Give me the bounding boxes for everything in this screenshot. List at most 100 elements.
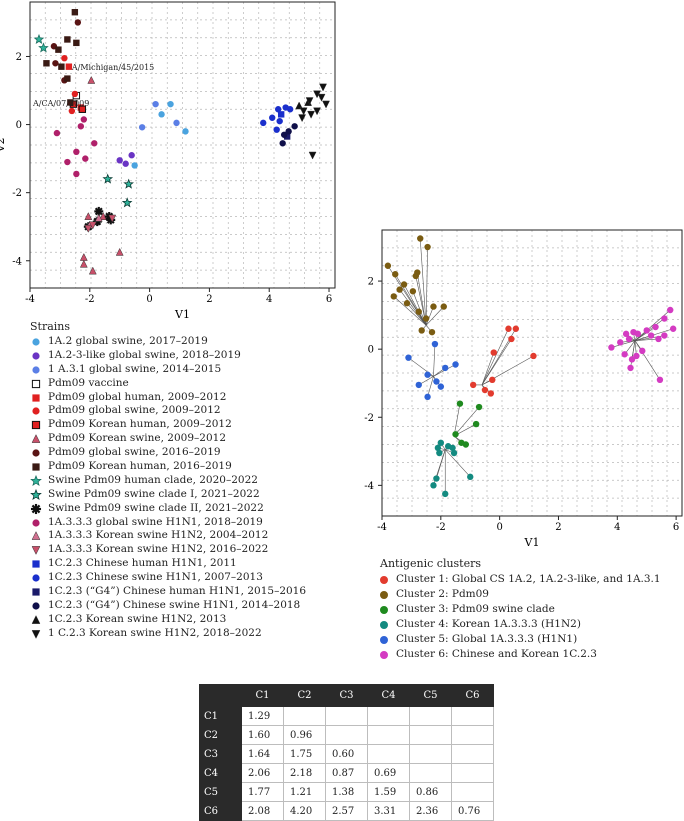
strain-point xyxy=(94,213,103,222)
clusters-legend-item: Cluster 2: Pdm09 xyxy=(380,587,661,602)
strain-point xyxy=(307,110,316,119)
strain-point xyxy=(71,9,79,16)
cluster-point xyxy=(508,335,515,343)
cluster-point xyxy=(452,361,459,368)
plot1-xtick-label: 2 xyxy=(206,294,212,305)
strain-point xyxy=(131,162,138,169)
legend-marker xyxy=(31,531,41,541)
plot2-frame xyxy=(381,229,683,517)
cluster-link xyxy=(453,403,461,437)
cluster-point xyxy=(384,262,392,269)
strains-legend-label: Pdm09 vaccine xyxy=(48,376,129,389)
legend-marker xyxy=(31,546,41,556)
legend-marker-icon xyxy=(32,560,40,568)
cluster-point xyxy=(643,327,650,334)
strains-legend-item: 1C.2.3 (“G4”) Chinese swine H1N1, 2014–2… xyxy=(30,599,306,613)
table-cell: 2.18 xyxy=(283,763,326,783)
strains-legend-label: 1 C.2.3 Korean swine H1N2, 2018–2022 xyxy=(48,626,262,639)
legend-marker-icon xyxy=(30,503,42,514)
plot2-points xyxy=(384,235,677,498)
plot1-xlabel: V1 xyxy=(174,308,190,320)
plot2-xtick-label: 4 xyxy=(614,522,620,533)
strain-point xyxy=(88,266,97,275)
legend-marker xyxy=(32,463,40,471)
table-row: C5 1.77 1.21 1.38 1.59 0.86 xyxy=(199,782,494,802)
plot2-xtick-label: 0 xyxy=(496,522,502,533)
strains-legend-label: 1A.3.3.3 Korean swine H1N2, 2016–2022 xyxy=(48,543,269,556)
clusters-legend-item: Cluster 6: Chinese and Korean 1C.2.3 xyxy=(380,647,661,662)
legend-marker-icon xyxy=(32,352,40,360)
cluster-link xyxy=(481,328,509,386)
cluster-point xyxy=(639,347,646,355)
table-row-header: C1 xyxy=(199,706,242,726)
cluster-point xyxy=(625,335,633,343)
strain-point xyxy=(317,93,326,102)
strain-point xyxy=(128,152,135,159)
strain-point xyxy=(298,114,307,123)
cluster-point xyxy=(647,332,655,339)
plot1-frame xyxy=(29,1,336,289)
table-cell xyxy=(409,725,452,745)
strain-point xyxy=(295,101,304,110)
table-cell: 0.60 xyxy=(325,744,368,764)
strains-legend-item: 1A.3.3.3 Korean swine H1N2, 2016–2022 xyxy=(30,543,306,557)
plot2-ytick-label: 0 xyxy=(368,345,374,356)
legend-marker-icon xyxy=(31,629,41,639)
cluster-point xyxy=(652,323,659,331)
table-cell xyxy=(367,744,410,764)
cluster-point xyxy=(452,431,459,438)
plot2-xtick-label: -4 xyxy=(377,522,387,533)
table-cell xyxy=(451,725,494,745)
legend-marker xyxy=(32,602,40,610)
strains-legend-label: 1C.2.3 (“G4”) Chinese swine H1N1, 2014–2… xyxy=(48,598,301,611)
strain-point xyxy=(279,140,286,147)
table-header-cell: C2 xyxy=(283,684,326,707)
table-cell: 1.59 xyxy=(367,782,410,802)
strain-point xyxy=(283,133,291,140)
strains-legend-label: Swine Pdm09 human clade, 2020–2022 xyxy=(48,473,258,486)
clusters-legend-label: Cluster 3: Pdm09 swine clade xyxy=(396,603,555,615)
cluster-link xyxy=(481,338,512,386)
table-header-cell xyxy=(199,684,242,707)
table-cell xyxy=(367,725,410,745)
strains-legend-item: 1 C.2.3 Korean swine H1N2, 2018–2022 xyxy=(30,627,306,641)
strains-legend-label: 1A.3.3.3 Korean swine H1N2, 2004–2012 xyxy=(48,529,269,542)
plot1-annotation: A/Michigan/45/2015 xyxy=(71,63,154,72)
cluster-point xyxy=(669,325,677,332)
plot2-xtick-label: 6 xyxy=(673,522,679,533)
strains-legend-item: Pdm09 Korean swine, 2009–2012 xyxy=(30,432,306,446)
cluster-link xyxy=(481,352,495,386)
table-cell xyxy=(409,706,452,726)
cluster-link xyxy=(611,340,636,348)
table-cell: 1.77 xyxy=(241,782,284,802)
table-cell xyxy=(325,725,368,745)
plot1-ytick-label: -2 xyxy=(12,188,22,199)
strain-point xyxy=(285,128,292,135)
cluster-point xyxy=(422,315,430,322)
legend-marker xyxy=(32,518,40,527)
plot2-xlabel: V1 xyxy=(524,536,540,549)
legend-marker xyxy=(32,407,40,415)
cluster-point xyxy=(661,315,668,322)
table-cell: 1.64 xyxy=(241,744,284,764)
cluster-link xyxy=(425,306,444,326)
strains-legend-item: Pdm09 global swine, 2016–2019 xyxy=(30,446,306,460)
cluster-point xyxy=(490,349,497,356)
strains-legend-title: Strains xyxy=(30,320,71,333)
table-row-header: C5 xyxy=(199,782,242,802)
cluster-distance-table: C1 C2 C3 C4 C5 C6 C1 1.29 C2 1.60 0.96 C3 1.64 1.75 0… xyxy=(199,684,494,821)
cluster-point xyxy=(400,281,408,288)
legend-marker-icon xyxy=(32,574,40,582)
clusters-legend-item: Cluster 1: Global CS 1A.2, 1A.2-3-like, … xyxy=(380,572,661,587)
legend-dot-icon xyxy=(380,650,388,659)
strain-point xyxy=(305,97,314,106)
clusters-legend-label: Cluster 1: Global CS 1A.2, 1A.2-3-like, … xyxy=(396,573,661,585)
strain-point xyxy=(73,148,80,156)
strains-legend-item: Pdm09 global human, 2009–2012 xyxy=(30,391,306,405)
plot2-xtick-label: -2 xyxy=(436,522,446,533)
clusters-legend-label: Cluster 2: Pdm09 xyxy=(396,588,489,600)
cluster-point xyxy=(444,443,452,450)
table-cell xyxy=(451,782,494,802)
cluster-link xyxy=(393,296,427,326)
strain-point xyxy=(64,36,71,43)
